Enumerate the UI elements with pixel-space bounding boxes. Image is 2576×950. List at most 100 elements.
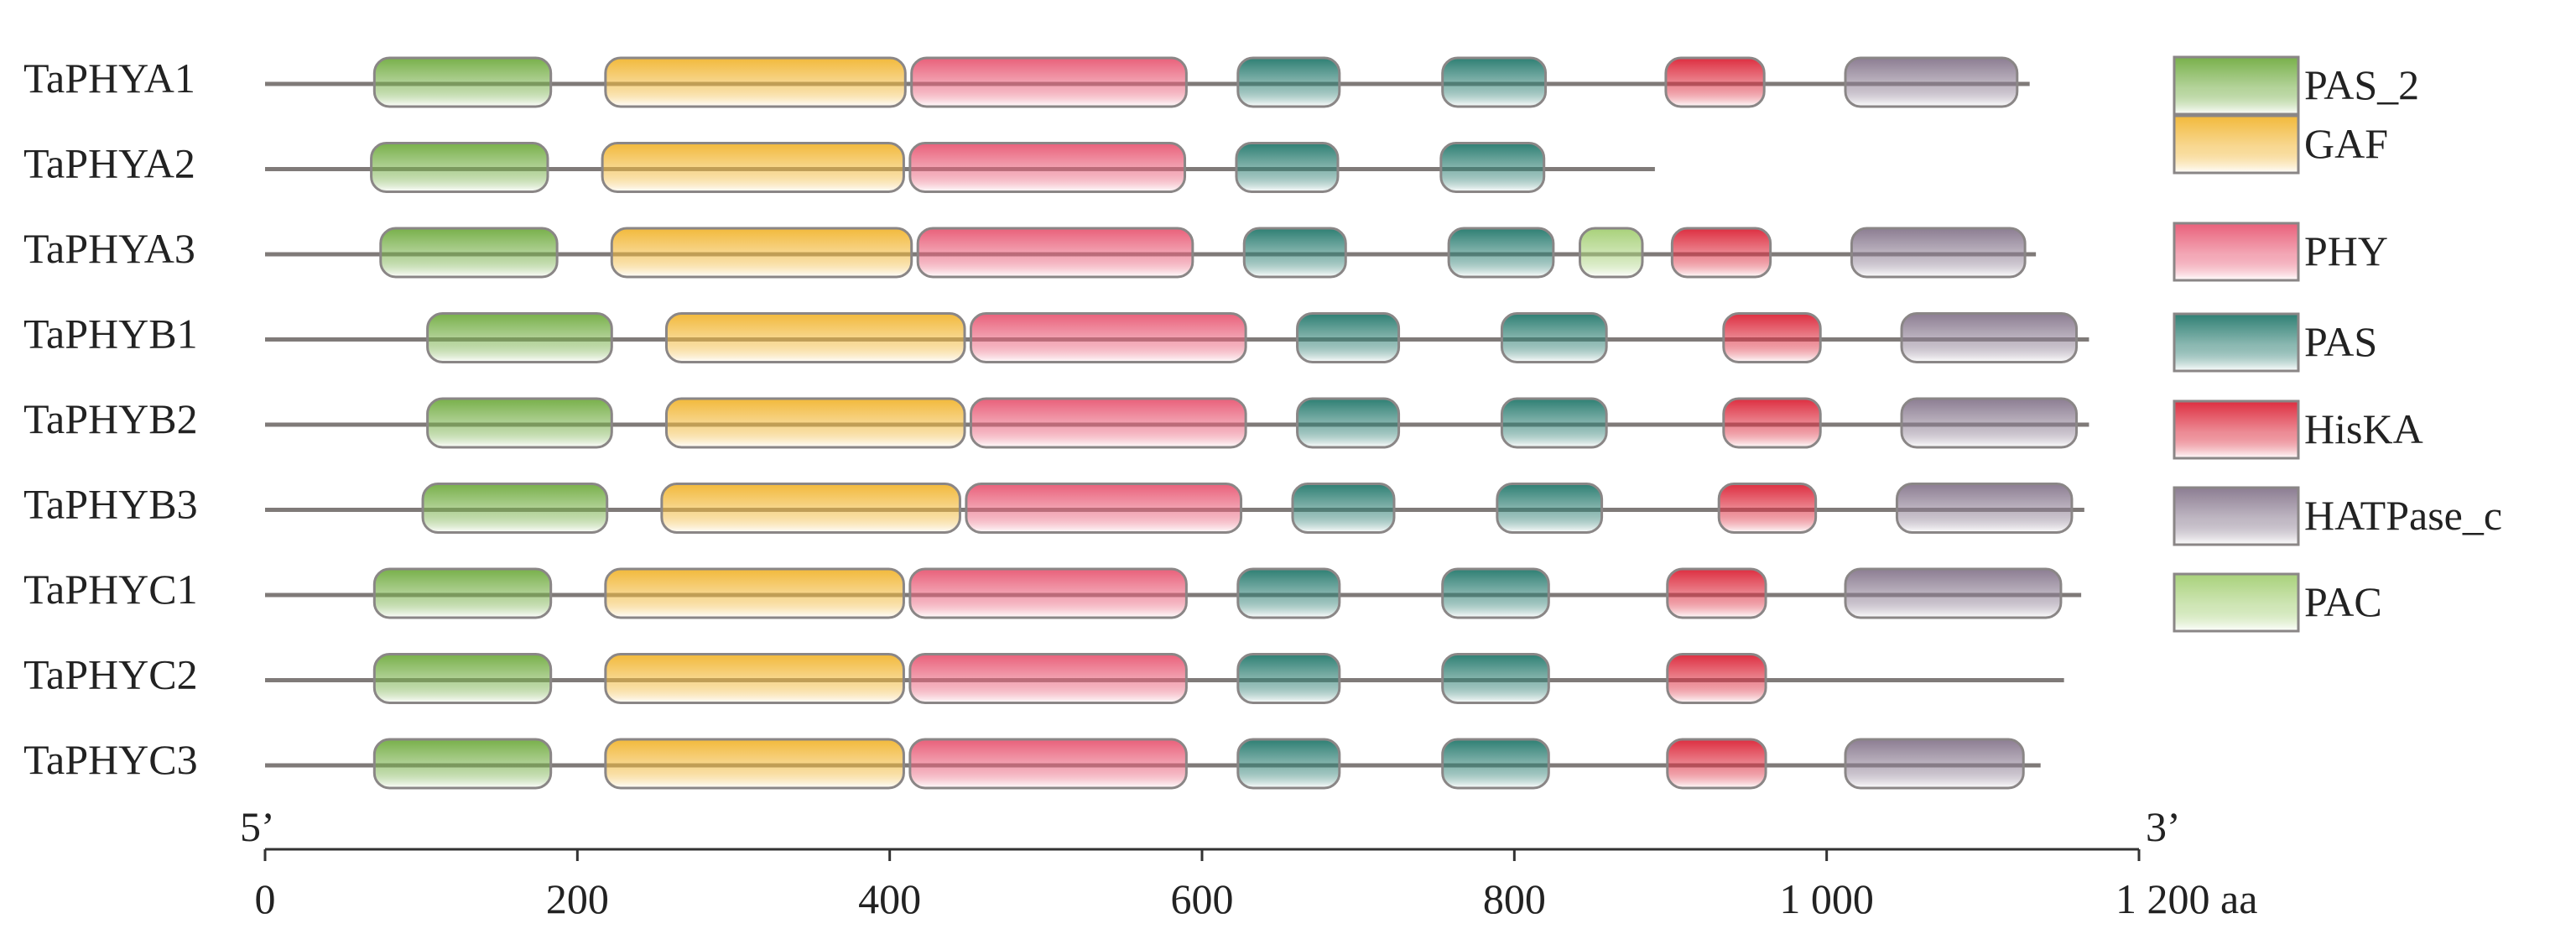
legend-item-gaf: GAF xyxy=(2173,114,2388,175)
domain-pas-2 xyxy=(372,738,553,790)
domain-gaf xyxy=(604,738,905,790)
protein-row-taphya1: TaPHYA1 xyxy=(23,55,2030,108)
domain-gaf xyxy=(604,56,907,108)
domain-phy xyxy=(965,483,1243,534)
domain-gaf xyxy=(660,483,961,534)
domain-pas xyxy=(1500,312,1608,363)
axis-tick-label: 800 xyxy=(1483,875,1546,922)
protein-row-taphyb3: TaPHYB3 xyxy=(23,481,2084,534)
legend-item-pas: PAS xyxy=(2173,312,2377,373)
legend-label: HisKA xyxy=(2304,405,2423,452)
domain-legend: PAS_2 GAF PHY PAS HisKA HATPase_c PAC xyxy=(2173,55,2502,633)
domain-pas xyxy=(1441,567,1550,619)
protein-name: TaPHYA3 xyxy=(23,225,195,272)
protein-row-taphya3: TaPHYA3 xyxy=(23,225,2037,279)
legend-item-hiska: HisKA xyxy=(2173,399,2423,460)
domain-pas-2 xyxy=(370,142,549,193)
domain-phy xyxy=(908,567,1188,619)
domain-pas xyxy=(1242,227,1347,279)
legend-item-hatpase-c: HATPase_c xyxy=(2173,486,2502,546)
legend-swatch xyxy=(2173,222,2300,282)
domain-pas-2 xyxy=(379,227,559,279)
domain-pas-2 xyxy=(426,397,613,449)
domain-hatpase-c xyxy=(1844,738,2025,790)
domain-pas xyxy=(1236,738,1341,790)
protein-name: TaPHYC3 xyxy=(23,736,198,783)
domain-pas xyxy=(1441,738,1550,790)
domain-gaf xyxy=(604,567,905,619)
domain-pas xyxy=(1236,653,1341,704)
protein-rows: TaPHYA1 TaPHYA2 TaPHYA3 TaPHYB1 TaPHYB2 TaPHY… xyxy=(23,55,2089,790)
protein-name: TaPHYA1 xyxy=(23,55,195,102)
domain-pas xyxy=(1236,567,1341,619)
legend-item-pac: PAC xyxy=(2173,572,2382,633)
domain-pas xyxy=(1439,142,1546,193)
domain-pac xyxy=(1579,227,1644,279)
legend-label: PHY xyxy=(2304,227,2388,274)
domain-hatpase-c xyxy=(1844,56,2019,108)
protein-name: TaPHYC2 xyxy=(23,651,198,698)
legend-item-phy: PHY xyxy=(2173,222,2388,282)
domain-gaf xyxy=(664,312,966,363)
protein-name: TaPHYA2 xyxy=(23,140,195,187)
domain-phy xyxy=(910,56,1188,108)
domain-pas xyxy=(1500,397,1608,449)
axis-tick-label: 400 xyxy=(858,875,921,922)
legend-label: PAS xyxy=(2304,318,2377,365)
domain-phy xyxy=(916,227,1194,279)
domain-hiska xyxy=(1717,483,1818,534)
domain-hiska xyxy=(1666,653,1767,704)
domain-hatpase-c xyxy=(1895,483,2074,534)
domain-gaf xyxy=(610,227,913,279)
domain-hiska xyxy=(1664,56,1766,108)
legend-item-pas-2: PAS_2 xyxy=(2173,55,2419,116)
protein-name: TaPHYB2 xyxy=(23,395,198,442)
domain-pas-2 xyxy=(372,653,553,704)
domain-pas-2 xyxy=(372,56,553,108)
protein-name: TaPHYC1 xyxy=(23,566,198,613)
legend-label: PAS_2 xyxy=(2304,61,2419,108)
domain-pas xyxy=(1441,653,1550,704)
legend-label: HATPase_c xyxy=(2304,492,2502,539)
domain-gaf xyxy=(664,397,966,449)
protein-row-taphyc3: TaPHYC3 xyxy=(23,736,2041,790)
axis-tick-label: 1 200 aa xyxy=(2115,875,2257,922)
domain-pas xyxy=(1496,483,1604,534)
domain-hiska xyxy=(1666,567,1767,619)
domain-phy xyxy=(969,397,1247,449)
domain-hatpase-c xyxy=(1900,312,2079,363)
domain-hatpase-c xyxy=(1900,397,2079,449)
legend-swatch xyxy=(2173,312,2300,373)
protein-row-taphyb2: TaPHYB2 xyxy=(23,395,2089,449)
domain-pas xyxy=(1236,56,1341,108)
domain-phy xyxy=(908,653,1188,704)
domain-hiska xyxy=(1722,312,1822,363)
domain-pas xyxy=(1235,142,1340,193)
domain-hiska xyxy=(1666,738,1767,790)
protein-row-taphyc2: TaPHYC2 xyxy=(23,651,2064,704)
axis-tick-label: 200 xyxy=(546,875,609,922)
protein-name: TaPHYB3 xyxy=(23,481,198,528)
legend-label: PAC xyxy=(2304,578,2382,625)
domain-hiska xyxy=(1722,397,1822,449)
legend-label: GAF xyxy=(2304,120,2388,167)
domain-pas xyxy=(1296,397,1401,449)
protein-row-taphyc1: TaPHYC1 xyxy=(23,566,2082,619)
axis-tick-label: 1 000 xyxy=(1779,875,1874,922)
legend-swatch xyxy=(2173,114,2300,175)
domain-hiska xyxy=(1670,227,1772,279)
axis-end-label: 3’ xyxy=(2146,803,2181,850)
domain-gaf xyxy=(604,653,905,704)
axis-tick-label: 600 xyxy=(1171,875,1234,922)
legend-swatch xyxy=(2173,399,2300,460)
domain-pas-2 xyxy=(426,312,613,363)
length-axis: 0 200 400 600 800 1 000 1 200 aa 5’ 3’ xyxy=(240,803,2257,922)
axis-tick-label: 0 xyxy=(255,875,276,922)
domain-hatpase-c xyxy=(1844,567,2063,619)
domain-phy xyxy=(969,312,1247,363)
axis-start-label: 5’ xyxy=(240,803,275,850)
legend-swatch xyxy=(2173,572,2300,633)
domain-pas xyxy=(1291,483,1396,534)
domain-gaf xyxy=(601,142,905,193)
